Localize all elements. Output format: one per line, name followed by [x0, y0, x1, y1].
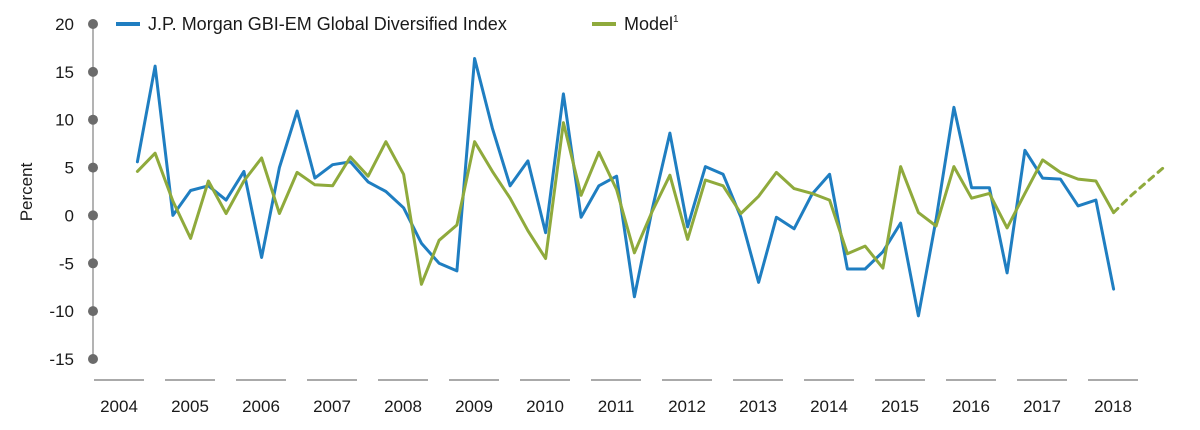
y-tick-label: 0 — [65, 206, 74, 225]
legend: J.P. Morgan GBI-EM Global Diversified In… — [116, 14, 679, 34]
x-tick-label: 2017 — [1023, 397, 1061, 416]
x-tick-label: 2009 — [455, 397, 493, 416]
model-forecast-line — [1112, 163, 1169, 215]
y-tick-dot — [88, 258, 98, 269]
x-tick-label: 2008 — [384, 397, 422, 416]
y-tick-label: 15 — [55, 63, 74, 82]
y-tick-dot — [88, 162, 98, 173]
series-line-1 — [135, 121, 1116, 286]
legend-label: J.P. Morgan GBI-EM Global Diversified In… — [148, 14, 507, 34]
series-layer — [135, 57, 1169, 318]
y-tick-dot — [88, 19, 98, 29]
x-tick-label: 2015 — [881, 397, 919, 416]
x-tick-label: 2016 — [952, 397, 990, 416]
x-tick-label: 2005 — [171, 397, 209, 416]
y-tick-label: 10 — [55, 111, 74, 130]
y-tick-label: -10 — [49, 302, 74, 321]
y-tick-dot — [88, 354, 98, 364]
x-tick-label: 2018 — [1094, 397, 1132, 416]
y-axis: 20 15 10 5 0 -5 -10 -15 — [49, 15, 98, 369]
x-tick-label: 2013 — [739, 397, 777, 416]
x-tick-label: 2004 — [100, 397, 138, 416]
x-axis: 2004 2005 2006 2007 2008 2009 2010 2011 2012 2013… — [94, 379, 1138, 416]
y-tick-label: 5 — [65, 159, 74, 178]
series-line-0 — [135, 57, 1116, 318]
y-tick-label: -15 — [49, 350, 74, 369]
x-tick-label: 2010 — [526, 397, 564, 416]
x-tick-label: 2007 — [313, 397, 351, 416]
y-tick-label: -5 — [59, 254, 74, 273]
y-axis-label: Percent — [17, 162, 36, 221]
x-tick-label: 2006 — [242, 397, 280, 416]
y-tick-label: 20 — [55, 15, 74, 34]
legend-label: Model1 — [624, 14, 679, 34]
legend-footnote-mark: 1 — [673, 14, 679, 25]
y-tick-dot — [88, 114, 98, 125]
y-tick-dot — [88, 210, 98, 221]
y-tick-dot — [88, 66, 98, 77]
x-tick-label: 2012 — [668, 397, 706, 416]
y-tick-dot — [88, 306, 98, 317]
x-tick-label: 2011 — [598, 397, 635, 416]
x-tick-label: 2014 — [810, 397, 848, 416]
